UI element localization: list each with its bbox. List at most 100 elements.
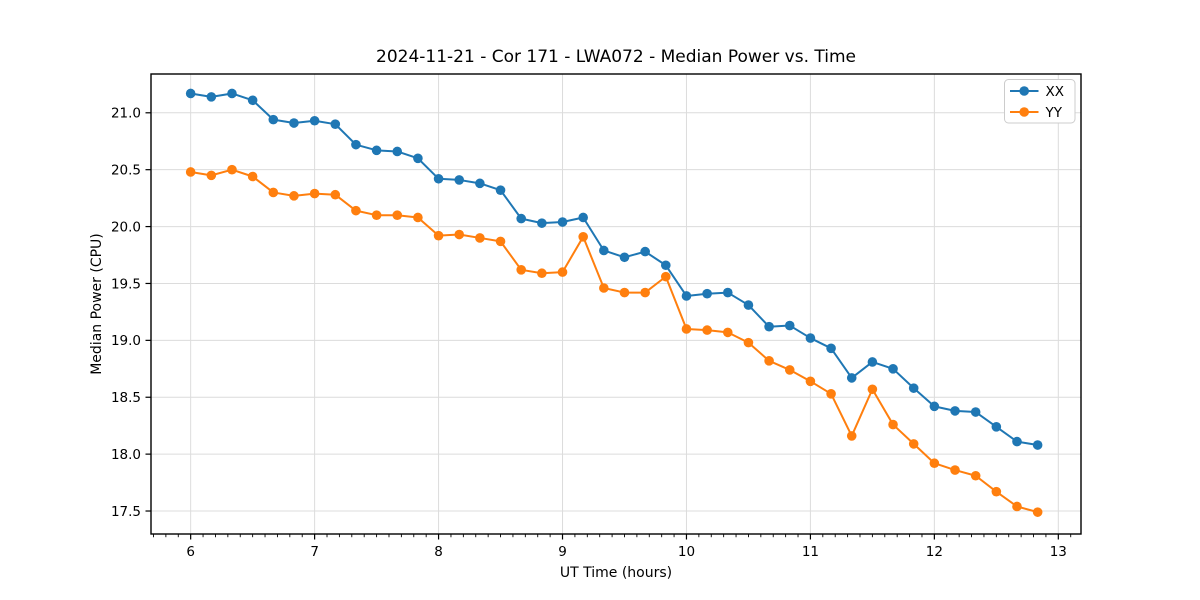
- series-XX-marker: [702, 288, 712, 299]
- series-XX-marker: [185, 88, 196, 99]
- y-tick-label: 19.5: [111, 276, 141, 292]
- series-XX-marker: [1032, 440, 1043, 450]
- series-XX-marker: [722, 287, 733, 298]
- legend-label: YY: [1045, 105, 1063, 121]
- series-XX-marker: [640, 246, 650, 257]
- x-tick-label: 7: [310, 544, 319, 560]
- series-XX-marker: [888, 364, 898, 374]
- series-XX-marker: [805, 333, 816, 343]
- series-YY-marker: [454, 229, 465, 240]
- series-XX-marker: [475, 178, 485, 189]
- series-YY-marker: [805, 376, 816, 387]
- series-XX-marker: [309, 115, 320, 126]
- series-YY-marker: [475, 233, 485, 243]
- series-YY-marker: [247, 171, 258, 182]
- series-YY-marker: [764, 356, 774, 366]
- series-YY-marker: [1032, 507, 1043, 517]
- series-YY-marker: [495, 236, 506, 247]
- series-YY-marker: [1012, 501, 1022, 512]
- y-tick-label: 18.5: [111, 390, 141, 406]
- series-XX-marker: [516, 213, 526, 224]
- series-XX-marker: [495, 185, 506, 195]
- series-XX: [185, 88, 1043, 450]
- series-XX-marker: [206, 92, 217, 102]
- series-YY-marker: [351, 205, 361, 216]
- series-YY-marker: [309, 188, 320, 199]
- series-XX-marker: [557, 217, 568, 227]
- series-XX-marker: [764, 321, 774, 332]
- x-tick-label: 8: [434, 544, 443, 560]
- series-XX-marker: [578, 212, 588, 223]
- x-tick-label: 12: [926, 544, 943, 560]
- series-XX-line: [189, 92, 1039, 447]
- series-XX-marker: [599, 245, 609, 256]
- series-YY-line: [189, 168, 1039, 514]
- series-XX-marker: [351, 139, 361, 150]
- series-YY-marker: [413, 212, 423, 223]
- series-YY-marker: [722, 327, 733, 338]
- series-YY-marker: [206, 170, 217, 181]
- series-XX-marker: [413, 153, 423, 164]
- series-XX-marker: [227, 88, 237, 99]
- series-YY-marker: [392, 210, 403, 220]
- x-axis-label: UT Time (hours): [559, 565, 673, 581]
- x-tick-label: 11: [802, 544, 819, 560]
- series-YY: [185, 164, 1043, 517]
- series-YY-marker: [702, 325, 712, 335]
- series-YY-marker: [991, 486, 1002, 497]
- series-XX-marker: [619, 252, 630, 263]
- series-XX-marker: [268, 114, 279, 125]
- series-XX-marker: [537, 218, 547, 228]
- x-tick-label: 13: [1050, 544, 1067, 560]
- series-YY-marker: [867, 384, 878, 395]
- series-YY-marker: [371, 210, 382, 220]
- series-YY-marker: [908, 439, 919, 449]
- series-YY-marker: [330, 189, 341, 200]
- series-YY-marker: [888, 419, 898, 430]
- series-YY-marker: [516, 265, 526, 275]
- series-YY-marker: [268, 187, 279, 198]
- series-XX-marker: [784, 320, 795, 331]
- series-YY-marker: [950, 465, 960, 475]
- x-tick-label: 9: [558, 544, 567, 560]
- legend-label: XX: [1046, 84, 1065, 100]
- series-YY-marker: [681, 324, 692, 334]
- series-YY-marker: [433, 230, 444, 241]
- series-YY-marker: [578, 232, 588, 242]
- series-XX-marker: [247, 95, 258, 106]
- y-tick-label: 21.0: [111, 106, 141, 122]
- legend-box: [1004, 79, 1076, 124]
- y-axis-label: Median Power (CPU): [89, 233, 105, 375]
- series-XX-marker: [392, 146, 403, 157]
- y-tick-label: 20.5: [111, 162, 141, 178]
- x-tick-label: 10: [678, 544, 695, 560]
- series-XX-marker: [991, 422, 1002, 432]
- series-XX-marker: [330, 119, 341, 129]
- legend-marker: [1019, 86, 1029, 96]
- series-YY-marker: [640, 287, 650, 298]
- legend-marker: [1019, 107, 1029, 117]
- series-YY-marker: [289, 191, 299, 201]
- legend-entry-YY: YY: [1010, 105, 1063, 121]
- axis-ticks: 6 7 8 9 10 11 12 13 17.5 18.0 18.5 19.0 19.5 20.0 20.5…: [111, 106, 1072, 560]
- series-XX-marker: [867, 357, 878, 367]
- series-XX-marker: [970, 407, 981, 417]
- series-XX-marker: [289, 118, 299, 128]
- series-YY-marker: [227, 164, 237, 175]
- series-YY-marker: [599, 283, 609, 293]
- series-YY-marker: [537, 268, 547, 279]
- y-tick-label: 20.0: [111, 219, 141, 235]
- series-YY-marker: [743, 337, 754, 348]
- series-YY-marker: [846, 431, 857, 441]
- series-YY-marker: [970, 470, 981, 481]
- series-XX-marker: [743, 300, 754, 310]
- series-YY-marker: [929, 458, 940, 469]
- series-XX-marker: [433, 173, 444, 184]
- legend-entry-XX: XX: [1010, 84, 1064, 100]
- series-XX-marker: [371, 145, 382, 156]
- series-XX-marker: [1012, 436, 1022, 447]
- y-tick-label: 19.0: [111, 333, 141, 349]
- series-YY-marker: [185, 167, 196, 177]
